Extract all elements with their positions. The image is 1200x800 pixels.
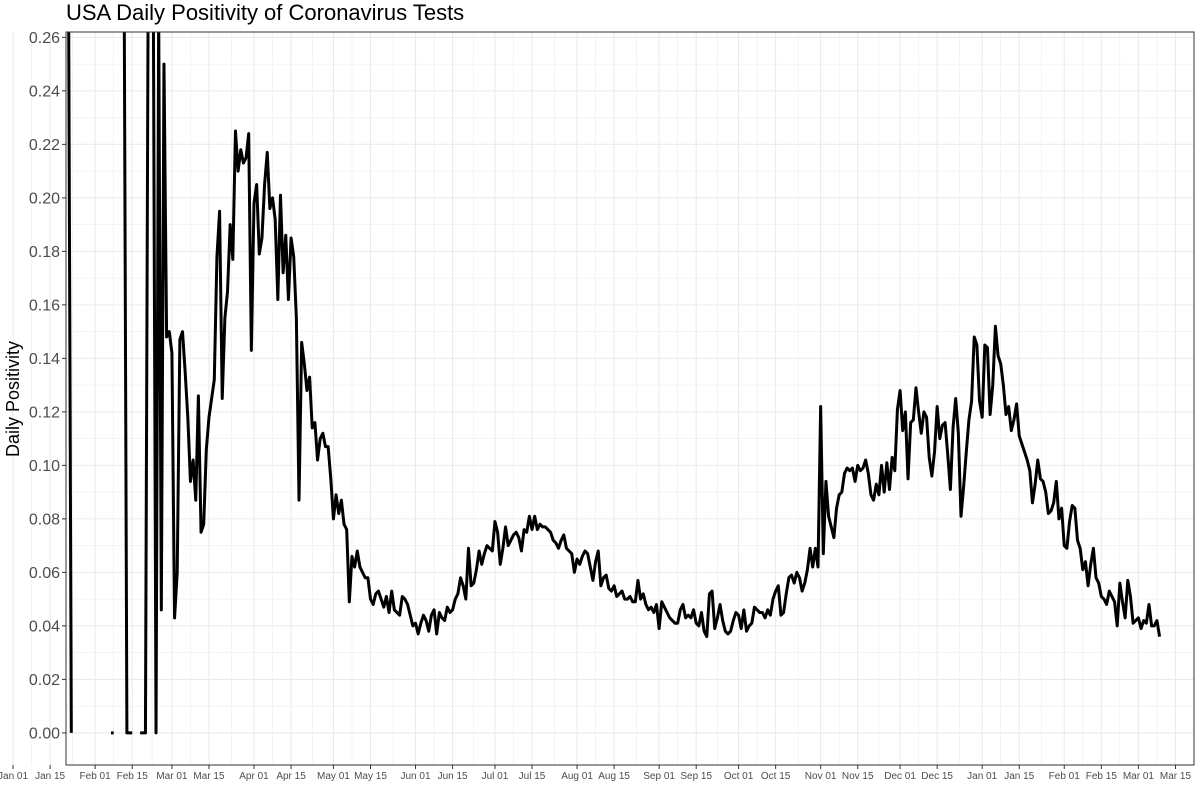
- y-axis-title: Daily Positivity: [3, 341, 23, 457]
- x-tick-label: Mar 01: [156, 771, 188, 782]
- y-tick-label: 0.00: [29, 725, 60, 742]
- y-tick-label: 0.26: [29, 30, 60, 47]
- x-tick-label: Jan 15: [35, 771, 65, 782]
- series-line-segment: [67, 32, 73, 733]
- chart-title: USA Daily Positivity of Coronavirus Test…: [66, 0, 465, 25]
- x-tick-label: Nov 15: [842, 771, 874, 782]
- x-axis: Jan 01 Jan 15 Feb 01 Feb 15 Mar 01 Mar 15 Apr …: [0, 765, 1191, 782]
- y-tick-label: 0.10: [29, 458, 60, 475]
- x-tick-label: Feb 01: [1049, 771, 1081, 782]
- y-axis: 0.00 0.02 0.04 0.06 0.08 0.10 0.12 0.14 0.16 0.18…: [29, 30, 66, 742]
- x-tick-label: Jul 01: [482, 771, 509, 782]
- x-tick-label: Dec 15: [921, 771, 953, 782]
- x-tick-label: Mar 01: [1123, 771, 1155, 782]
- x-tick-label: Aug 15: [598, 771, 630, 782]
- series-line-segment: [122, 32, 133, 735]
- x-tick-label: Jan 01: [0, 771, 28, 782]
- x-tick-label: Jun 15: [438, 771, 468, 782]
- x-tick-label: Mar 15: [1160, 771, 1192, 782]
- y-tick-label: 0.20: [29, 190, 60, 207]
- x-tick-label: Sep 01: [643, 771, 675, 782]
- x-tick-label: Jan 15: [1004, 771, 1034, 782]
- x-tick-label: Mar 15: [193, 771, 225, 782]
- series-line-segment: [140, 32, 1162, 735]
- x-tick-label: Nov 01: [805, 771, 837, 782]
- x-tick-label: Apr 01: [239, 771, 269, 782]
- series-layer: [67, 32, 1162, 735]
- y-tick-label: 0.08: [29, 511, 60, 528]
- x-tick-label: Apr 15: [276, 771, 306, 782]
- y-tick-label: 0.12: [29, 404, 60, 421]
- x-tick-label: Jul 15: [519, 771, 546, 782]
- y-tick-label: 0.06: [29, 565, 60, 582]
- x-tick-label: Feb 01: [80, 771, 112, 782]
- y-tick-label: 0.04: [29, 618, 60, 635]
- y-tick-label: 0.18: [29, 244, 60, 261]
- x-tick-label: May 01: [317, 771, 350, 782]
- x-tick-label: Feb 15: [1086, 771, 1118, 782]
- x-tick-label: Feb 15: [117, 771, 149, 782]
- x-tick-label: May 15: [354, 771, 387, 782]
- x-tick-label: Jan 01: [967, 771, 997, 782]
- x-tick-label: Dec 01: [884, 771, 916, 782]
- x-tick-label: Oct 01: [724, 771, 754, 782]
- y-tick-label: 0.24: [29, 83, 60, 100]
- plot-panel-border: [65, 31, 1195, 766]
- major-gridlines: [12, 32, 1194, 765]
- x-tick-label: Jun 01: [401, 771, 431, 782]
- x-tick-label: Sep 15: [680, 771, 712, 782]
- y-tick-label: 0.02: [29, 672, 60, 689]
- x-tick-label: Oct 15: [761, 771, 791, 782]
- y-tick-label: 0.16: [29, 297, 60, 314]
- y-tick-label: 0.22: [29, 137, 60, 154]
- x-tick-label: Aug 01: [561, 771, 593, 782]
- y-tick-label: 0.14: [29, 351, 60, 368]
